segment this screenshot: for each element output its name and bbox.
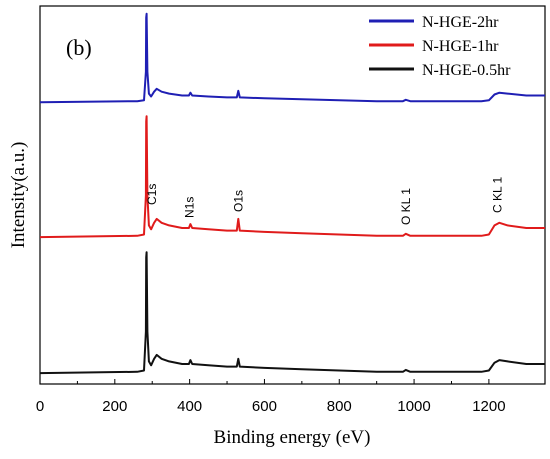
- plot-frame: [39, 5, 546, 385]
- x-tick-label: 800: [327, 398, 352, 415]
- series-line-n-hge-0-5hr: [39, 251, 545, 375]
- x-tick-label: 0: [36, 398, 44, 415]
- panel-label: (b): [66, 35, 92, 60]
- y-axis-label: Intensity(a.u.): [8, 142, 29, 249]
- series-curves: [39, 12, 545, 375]
- peak-label: C KL 1: [490, 176, 504, 213]
- x-axis-ticks: 0 200 400 600 800 1000 1200: [36, 379, 506, 415]
- peak-label: O KL 1: [399, 188, 413, 225]
- peak-label: O1s: [231, 190, 245, 212]
- peak-annotations: C1s N1s O1s O KL 1 C KL 1: [145, 176, 504, 225]
- legend-label: N-HGE-0.5hr: [422, 62, 511, 79]
- x-tick-label: 200: [102, 398, 127, 415]
- x-tick-label: 400: [177, 398, 202, 415]
- series-line-n-hge-2hr: [39, 12, 545, 104]
- legend-label: N-HGE-1hr: [422, 38, 499, 55]
- peak-label: C1s: [145, 184, 159, 205]
- series-line-n-hge-1hr: [39, 115, 545, 239]
- peak-label: N1s: [183, 197, 197, 218]
- legend-label: N-HGE-2hr: [422, 14, 499, 31]
- x-axis-label: Binding energy (eV): [214, 427, 371, 448]
- x-tick-label: 1200: [472, 398, 505, 415]
- x-tick-label: 1000: [397, 398, 430, 415]
- x-tick-label: 600: [252, 398, 277, 415]
- legend: N-HGE-2hr N-HGE-1hr N-HGE-0.5hr: [369, 14, 511, 79]
